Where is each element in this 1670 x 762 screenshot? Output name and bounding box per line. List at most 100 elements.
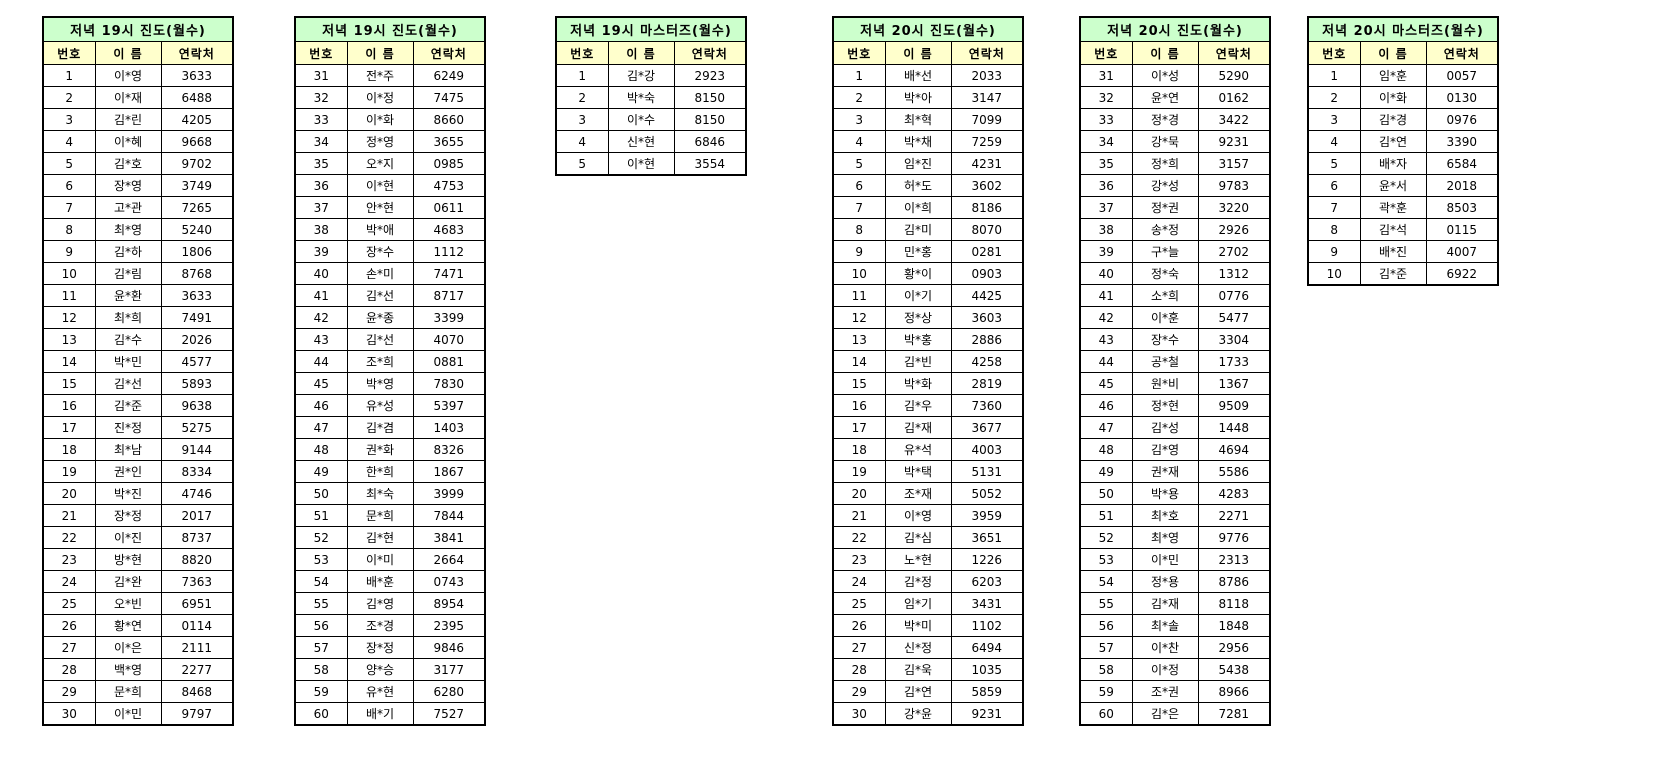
cell-contact: 3841 [412, 526, 486, 549]
table-row: 51 문*희 7844 [294, 504, 486, 527]
cell-number: 37 [1079, 196, 1133, 219]
cell-number: 41 [294, 284, 348, 307]
table-row: 10 김*림 8768 [42, 262, 234, 285]
table-row: 33 정*경 3422 [1079, 108, 1271, 131]
table-row: 36 이*현 4753 [294, 174, 486, 197]
cell-contact: 1112 [412, 240, 486, 263]
cell-name: 김*빈 [884, 350, 952, 373]
cell-number: 29 [42, 680, 96, 703]
cell-contact: 0611 [412, 196, 486, 219]
cell-number: 60 [294, 702, 348, 726]
table-row: 47 김*성 1448 [1079, 416, 1271, 439]
cell-name: 이*성 [1131, 64, 1199, 87]
cell-contact: 0130 [1425, 86, 1499, 109]
cell-contact: 1102 [950, 614, 1024, 637]
cell-contact: 4205 [160, 108, 234, 131]
cell-name: 정*현 [1131, 394, 1199, 417]
cell-contact: 4425 [950, 284, 1024, 307]
cell-contact: 7471 [412, 262, 486, 285]
cell-contact: 7281 [1197, 702, 1271, 726]
cell-number: 3 [42, 108, 96, 131]
cell-number: 7 [1307, 196, 1361, 219]
cell-name: 강*묵 [1131, 130, 1199, 153]
cell-name: 박*숙 [607, 86, 675, 109]
column-header: 연락처 [950, 41, 1024, 65]
cell-name: 이*정 [346, 86, 414, 109]
cell-number: 15 [42, 372, 96, 395]
cell-name: 김*강 [607, 64, 675, 87]
table-header-row: 번호 이 름 연락처 [1079, 41, 1271, 65]
cell-contact: 3749 [160, 174, 234, 197]
cell-name: 김*완 [94, 570, 162, 593]
table-title: 저녁 20시 마스터즈(월수) [1307, 16, 1499, 42]
cell-contact: 2033 [950, 64, 1024, 87]
table-row: 38 송*정 2926 [1079, 218, 1271, 241]
cell-contact: 3422 [1197, 108, 1271, 131]
cell-contact: 9702 [160, 152, 234, 175]
cell-number: 55 [294, 592, 348, 615]
cell-name: 조*희 [346, 350, 414, 373]
table-row: 14 박*민 4577 [42, 350, 234, 373]
cell-contact: 4003 [950, 438, 1024, 461]
cell-name: 정*상 [884, 306, 952, 329]
cell-number: 1 [42, 64, 96, 87]
cell-contact: 3177 [412, 658, 486, 681]
cell-name: 최*호 [1131, 504, 1199, 527]
cell-number: 5 [1307, 152, 1361, 175]
table-row: 12 정*상 3603 [832, 306, 1024, 329]
cell-number: 45 [1079, 372, 1133, 395]
table-row: 12 최*희 7491 [42, 306, 234, 329]
cell-name: 임*기 [884, 592, 952, 615]
cell-contact: 8786 [1197, 570, 1271, 593]
cell-contact: 5438 [1197, 658, 1271, 681]
cell-contact: 2271 [1197, 504, 1271, 527]
table-row: 27 이*은 2111 [42, 636, 234, 659]
column-header: 이 름 [94, 41, 162, 65]
cell-number: 54 [294, 570, 348, 593]
cell-number: 55 [1079, 592, 1133, 615]
table-row: 4 박*채 7259 [832, 130, 1024, 153]
cell-name: 김*선 [346, 284, 414, 307]
table-row: 55 김*영 8954 [294, 592, 486, 615]
cell-name: 최*영 [94, 218, 162, 241]
table-row: 20 조*재 5052 [832, 482, 1024, 505]
cell-number: 21 [42, 504, 96, 527]
cell-number: 59 [1079, 680, 1133, 703]
cell-contact: 8737 [160, 526, 234, 549]
cell-name: 이*영 [94, 64, 162, 87]
roster-table-20-jindo-part1: 저녁 20시 진도(월수) 번호 이 름 연락처 1 배*선 2033 2 박*아 3147 3 최*… [832, 16, 1024, 726]
cell-name: 윤*서 [1359, 174, 1427, 197]
cell-number: 10 [42, 262, 96, 285]
table-title-row: 저녁 20시 마스터즈(월수) [1307, 16, 1499, 42]
cell-contact: 3633 [160, 284, 234, 307]
table-row: 17 김*재 3677 [832, 416, 1024, 439]
cell-name: 노*현 [884, 548, 952, 571]
cell-name: 배*훈 [346, 570, 414, 593]
cell-number: 2 [1307, 86, 1361, 109]
cell-name: 박*택 [884, 460, 952, 483]
cell-name: 이*현 [607, 152, 675, 176]
table-row: 34 강*묵 9231 [1079, 130, 1271, 153]
cell-number: 16 [42, 394, 96, 417]
table-row: 14 김*빈 4258 [832, 350, 1024, 373]
table-row: 45 박*영 7830 [294, 372, 486, 395]
cell-number: 19 [832, 460, 886, 483]
cell-contact: 4283 [1197, 482, 1271, 505]
cell-number: 49 [1079, 460, 1133, 483]
table-row: 15 박*화 2819 [832, 372, 1024, 395]
cell-contact: 5586 [1197, 460, 1271, 483]
cell-number: 7 [42, 196, 96, 219]
table-row: 35 정*희 3157 [1079, 152, 1271, 175]
cell-number: 42 [1079, 306, 1133, 329]
cell-name: 정*희 [1131, 152, 1199, 175]
cell-name: 임*훈 [1359, 64, 1427, 87]
cell-contact: 9783 [1197, 174, 1271, 197]
cell-contact: 3602 [950, 174, 1024, 197]
cell-number: 30 [832, 702, 886, 726]
cell-name: 김*석 [1359, 218, 1427, 241]
cell-number: 51 [1079, 504, 1133, 527]
cell-contact: 5859 [950, 680, 1024, 703]
column-header: 이 름 [607, 41, 675, 65]
cell-contact: 7099 [950, 108, 1024, 131]
cell-number: 48 [1079, 438, 1133, 461]
